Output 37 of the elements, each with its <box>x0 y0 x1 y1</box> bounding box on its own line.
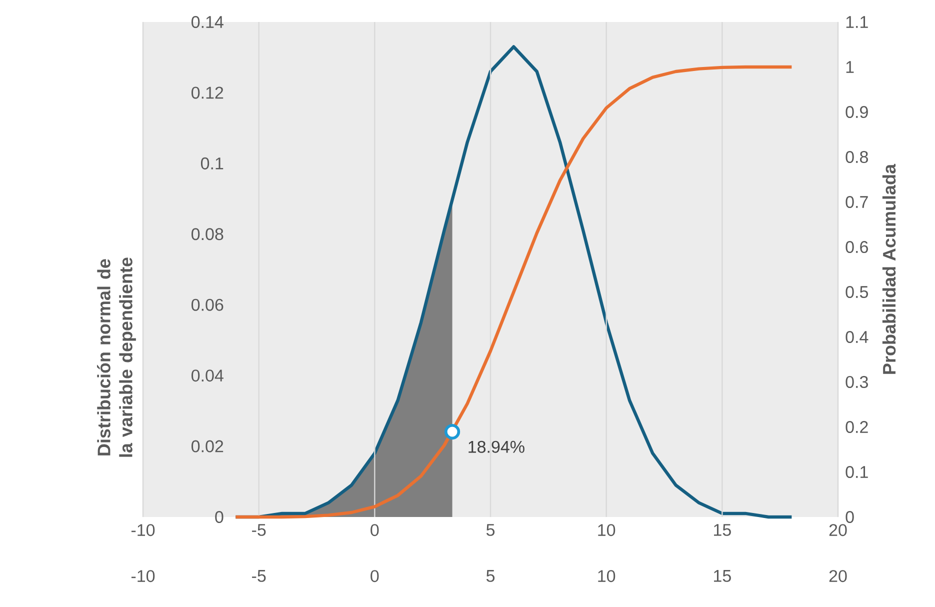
x-tick-label: -5 <box>252 524 266 536</box>
y2-tick-label: 0.6 <box>846 240 868 254</box>
y2-tick-label: 1 <box>846 61 854 73</box>
y-tick-label: 0.1 <box>200 157 224 170</box>
x2-tick-label: 20 <box>829 570 847 582</box>
y2-tick-label: 0.2 <box>846 420 868 434</box>
x-tick-label: -10 <box>131 524 155 536</box>
y-tick-label: 0.06 <box>192 298 224 311</box>
y2-axis-title: Probabilidad Acumulada <box>882 164 896 374</box>
x2-tick-label: -10 <box>131 570 155 582</box>
y2-tick-label: 0.7 <box>846 196 868 208</box>
x2-tick-label: 0 <box>370 570 379 582</box>
y-tick-label: 0.08 <box>192 228 224 240</box>
x-tick-label: 20 <box>829 524 847 536</box>
x-tick-label: 0 <box>370 524 379 536</box>
y2-tick-label: 1.1 <box>846 16 868 28</box>
y-tick-label: 0 <box>215 510 224 524</box>
x2-tick-label: -5 <box>252 570 266 582</box>
y2-tick-label: 0.9 <box>846 106 868 118</box>
y-tick-label: 0.04 <box>192 370 224 382</box>
y-tick-label: 0.02 <box>192 440 224 452</box>
y2-tick-label: 0.1 <box>846 466 868 478</box>
x-tick-label: 10 <box>598 524 616 536</box>
x2-tick-label: 15 <box>714 570 731 582</box>
y2-tick-label: 0.5 <box>846 286 868 298</box>
x-tick-label: 15 <box>714 524 731 536</box>
y-tick-label: 0.12 <box>192 86 224 99</box>
y2-tick-label: 0 <box>846 510 854 524</box>
y-axis-title: Distribución normal de la variable dependiente <box>97 258 136 457</box>
x2-tick-label: 5 <box>486 570 495 582</box>
y2-tick-label: 0.3 <box>846 376 868 388</box>
y-tick-label: 0.14 <box>192 16 224 28</box>
x-tick-label: 5 <box>486 524 495 536</box>
x2-tick-label: 10 <box>598 570 616 582</box>
y2-tick-label: 0.4 <box>846 330 868 344</box>
data-label: 18.94% <box>468 440 524 453</box>
y2-tick-label: 0.8 <box>846 150 868 164</box>
